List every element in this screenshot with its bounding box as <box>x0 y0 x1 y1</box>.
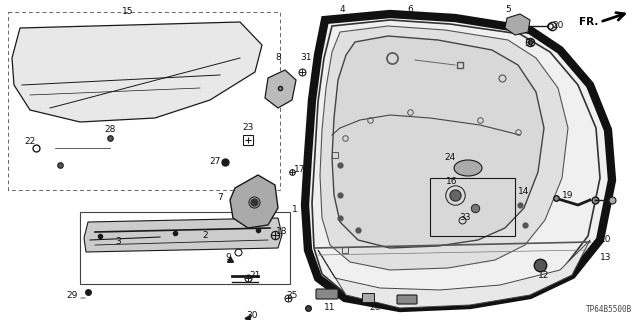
Text: 18: 18 <box>276 228 288 236</box>
Text: 19: 19 <box>563 190 573 199</box>
Text: 9: 9 <box>225 253 231 262</box>
Polygon shape <box>318 240 590 308</box>
Text: 1: 1 <box>292 205 298 214</box>
Text: 23: 23 <box>243 124 253 132</box>
Text: 22: 22 <box>24 138 36 147</box>
Text: 16: 16 <box>446 178 458 187</box>
Bar <box>80 212 290 284</box>
Text: 4: 4 <box>339 5 345 14</box>
FancyBboxPatch shape <box>316 289 338 299</box>
Text: 32: 32 <box>524 39 536 49</box>
Text: 15: 15 <box>122 7 134 17</box>
Text: FR.: FR. <box>579 17 598 27</box>
Bar <box>342 247 348 253</box>
Text: 2: 2 <box>202 230 208 239</box>
Text: 17: 17 <box>294 165 306 174</box>
Text: 13: 13 <box>600 253 612 262</box>
Text: 10: 10 <box>600 236 612 244</box>
Text: 8: 8 <box>275 53 281 62</box>
Text: 12: 12 <box>538 270 550 279</box>
Text: 30: 30 <box>246 310 258 319</box>
Text: 25: 25 <box>286 291 298 300</box>
Polygon shape <box>320 26 568 270</box>
Polygon shape <box>332 36 544 248</box>
Polygon shape <box>305 14 612 308</box>
Text: 24: 24 <box>444 154 456 163</box>
Text: 5: 5 <box>505 5 511 14</box>
Text: TP64B5500B: TP64B5500B <box>586 305 632 314</box>
Text: 27: 27 <box>209 157 221 166</box>
Bar <box>430 178 515 236</box>
Text: 20: 20 <box>552 21 564 30</box>
Text: 14: 14 <box>518 188 530 196</box>
Text: 3: 3 <box>115 237 121 246</box>
Polygon shape <box>265 70 296 108</box>
Ellipse shape <box>454 160 482 176</box>
Text: 11: 11 <box>324 303 336 313</box>
Polygon shape <box>84 218 282 252</box>
Bar <box>332 152 338 158</box>
Text: 29: 29 <box>67 291 77 300</box>
Text: 21: 21 <box>250 270 260 279</box>
Polygon shape <box>505 14 530 35</box>
Text: 28: 28 <box>104 125 116 134</box>
Bar <box>8 12 280 190</box>
Polygon shape <box>230 175 278 228</box>
Text: 7: 7 <box>217 194 223 203</box>
Bar <box>362 293 374 302</box>
Text: 33: 33 <box>460 213 471 222</box>
Text: 6: 6 <box>407 5 413 14</box>
FancyBboxPatch shape <box>397 295 417 304</box>
Bar <box>243 135 253 145</box>
Polygon shape <box>12 22 262 122</box>
Text: 31: 31 <box>300 53 312 62</box>
Text: 26: 26 <box>369 303 381 313</box>
